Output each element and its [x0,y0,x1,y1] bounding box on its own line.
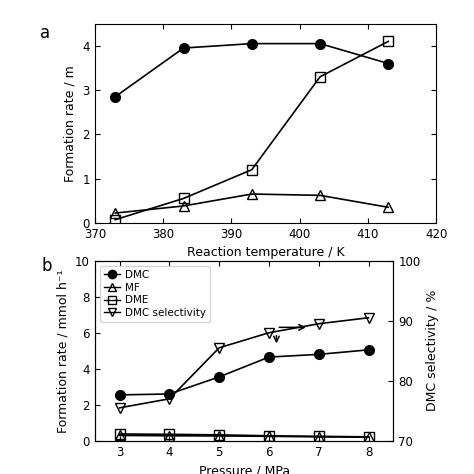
DME [166,431,172,437]
Y-axis label: Formation rate / m: Formation rate / m [64,65,77,182]
DMC selectivity [216,345,222,351]
DMC [266,354,272,360]
DMC selectivity [117,405,122,410]
DMC [216,374,222,380]
Legend: DMC, MF, DME, DMC selectivity: DMC, MF, DME, DMC selectivity [100,266,210,322]
Y-axis label: DMC selectivity / %: DMC selectivity / % [426,290,439,411]
Text: a: a [40,24,50,42]
X-axis label: Reaction temperature / K: Reaction temperature / K [187,246,344,259]
Line: DMC selectivity: DMC selectivity [115,313,374,413]
DMC selectivity [316,321,321,327]
MF [266,433,272,439]
DMC selectivity [166,396,172,401]
DME [316,433,321,439]
DMC [316,352,321,357]
Line: MF: MF [115,430,374,442]
Text: b: b [41,257,52,275]
DMC [117,392,122,398]
Y-axis label: Formation rate / mmol h⁻¹: Formation rate / mmol h⁻¹ [56,269,70,432]
MF [216,433,222,439]
MF [166,433,172,438]
DME [266,433,272,438]
DME [365,434,371,440]
MF [365,434,371,440]
DMC [365,347,371,353]
Line: DMC: DMC [115,345,374,400]
DME [117,431,122,437]
Line: DME: DME [115,429,374,442]
DMC selectivity [365,315,371,320]
DME [216,432,222,438]
MF [316,434,321,440]
DMC selectivity [266,330,272,336]
DMC [166,391,172,397]
MF [117,433,122,438]
X-axis label: Pressure / MPa: Pressure / MPa [199,464,290,474]
